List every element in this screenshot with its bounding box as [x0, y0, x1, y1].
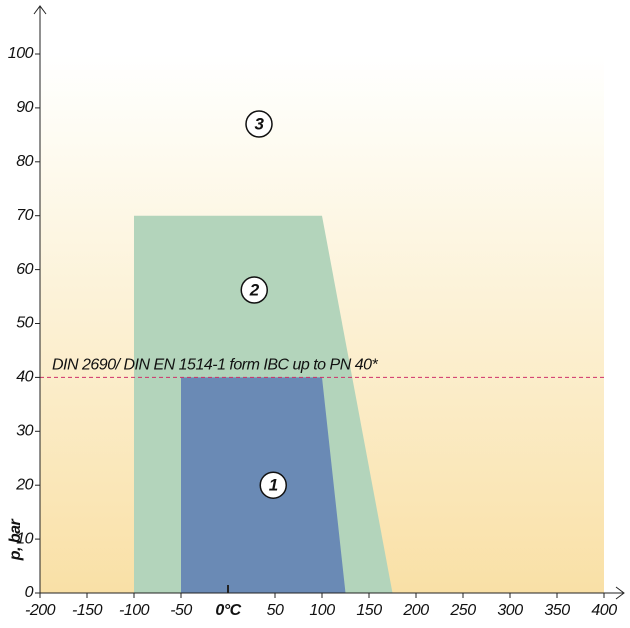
y-tick-label: 0 [25, 584, 34, 601]
y-tick-label: 40 [16, 369, 33, 386]
y-tick-label: 30 [16, 423, 33, 440]
y-tick-label: 50 [16, 315, 33, 332]
x-tick-label: -50 [170, 602, 192, 619]
x-tick-label: 50 [267, 602, 284, 619]
region-3-label: 3 [245, 110, 273, 138]
x-tick-label: 200 [402, 602, 429, 619]
region-badge [245, 110, 273, 138]
x-tick-label: 250 [449, 602, 476, 619]
y-axis-label: p, bar [7, 518, 24, 561]
region-number: 3 [255, 114, 265, 133]
y-tick-label: 10 [16, 530, 33, 547]
y-tick-label: 90 [16, 99, 33, 116]
x-axis-arrow [615, 586, 625, 600]
y-tick-label: 20 [15, 476, 33, 493]
x-tick-label: 150 [356, 602, 382, 619]
x-tick-label: 400 [591, 602, 617, 619]
y-tick-label: 100 [8, 45, 34, 62]
legend-label: 2 [249, 281, 260, 300]
x-tick-label: 100 [309, 602, 335, 619]
x-tick-label: -200 [25, 602, 56, 619]
y-tick-label: 60 [16, 261, 33, 278]
x-tick-label: 0°C [215, 602, 241, 619]
reference-label: DIN 2690/ DIN EN 1514-1 form IBC up to P… [52, 357, 378, 374]
y-tick-label: 80 [16, 153, 33, 170]
legend-label: 1 [269, 476, 278, 495]
x-tick-label: -150 [72, 602, 103, 619]
x-tick-label: 300 [497, 602, 523, 619]
region-badge [259, 471, 287, 499]
x-tick-label: 350 [544, 602, 570, 619]
region-badge [240, 276, 268, 304]
x-tick-label: -100 [119, 602, 150, 619]
y-tick-label: 70 [16, 207, 33, 224]
y-axis-arrow [33, 5, 47, 15]
